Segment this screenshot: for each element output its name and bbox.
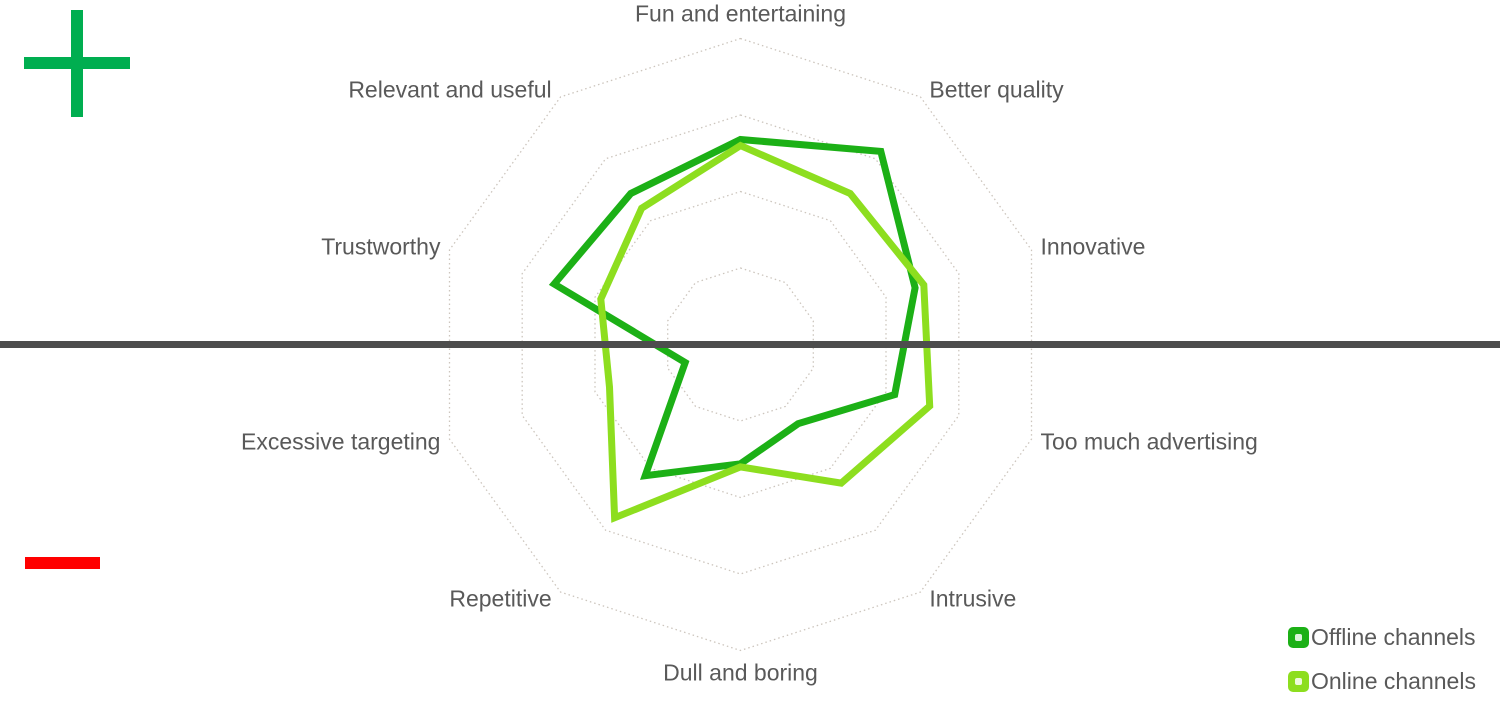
legend-marker-offline xyxy=(1288,626,1309,648)
zero-axis-line xyxy=(0,341,1500,348)
legend-label-offline: Offline channels xyxy=(1311,623,1476,650)
legend-marker-online xyxy=(1288,670,1309,692)
legend-item-online: Online channels xyxy=(1288,667,1476,694)
negative-region-icon xyxy=(25,557,100,569)
legend-marker-dot-offline xyxy=(1295,633,1302,641)
positive-region-icon xyxy=(24,10,130,117)
legend-label-online: Online channels xyxy=(1311,667,1476,694)
legend-item-offline: Offline channels xyxy=(1288,623,1476,650)
grid-ring-100 xyxy=(448,37,1033,652)
series-polygon-online-channels xyxy=(597,141,934,523)
plus-icon-vertical-bar xyxy=(71,10,83,117)
legend-marker-dot-online xyxy=(1295,677,1302,685)
chart-legend: Offline channels Online channels xyxy=(1288,623,1476,705)
